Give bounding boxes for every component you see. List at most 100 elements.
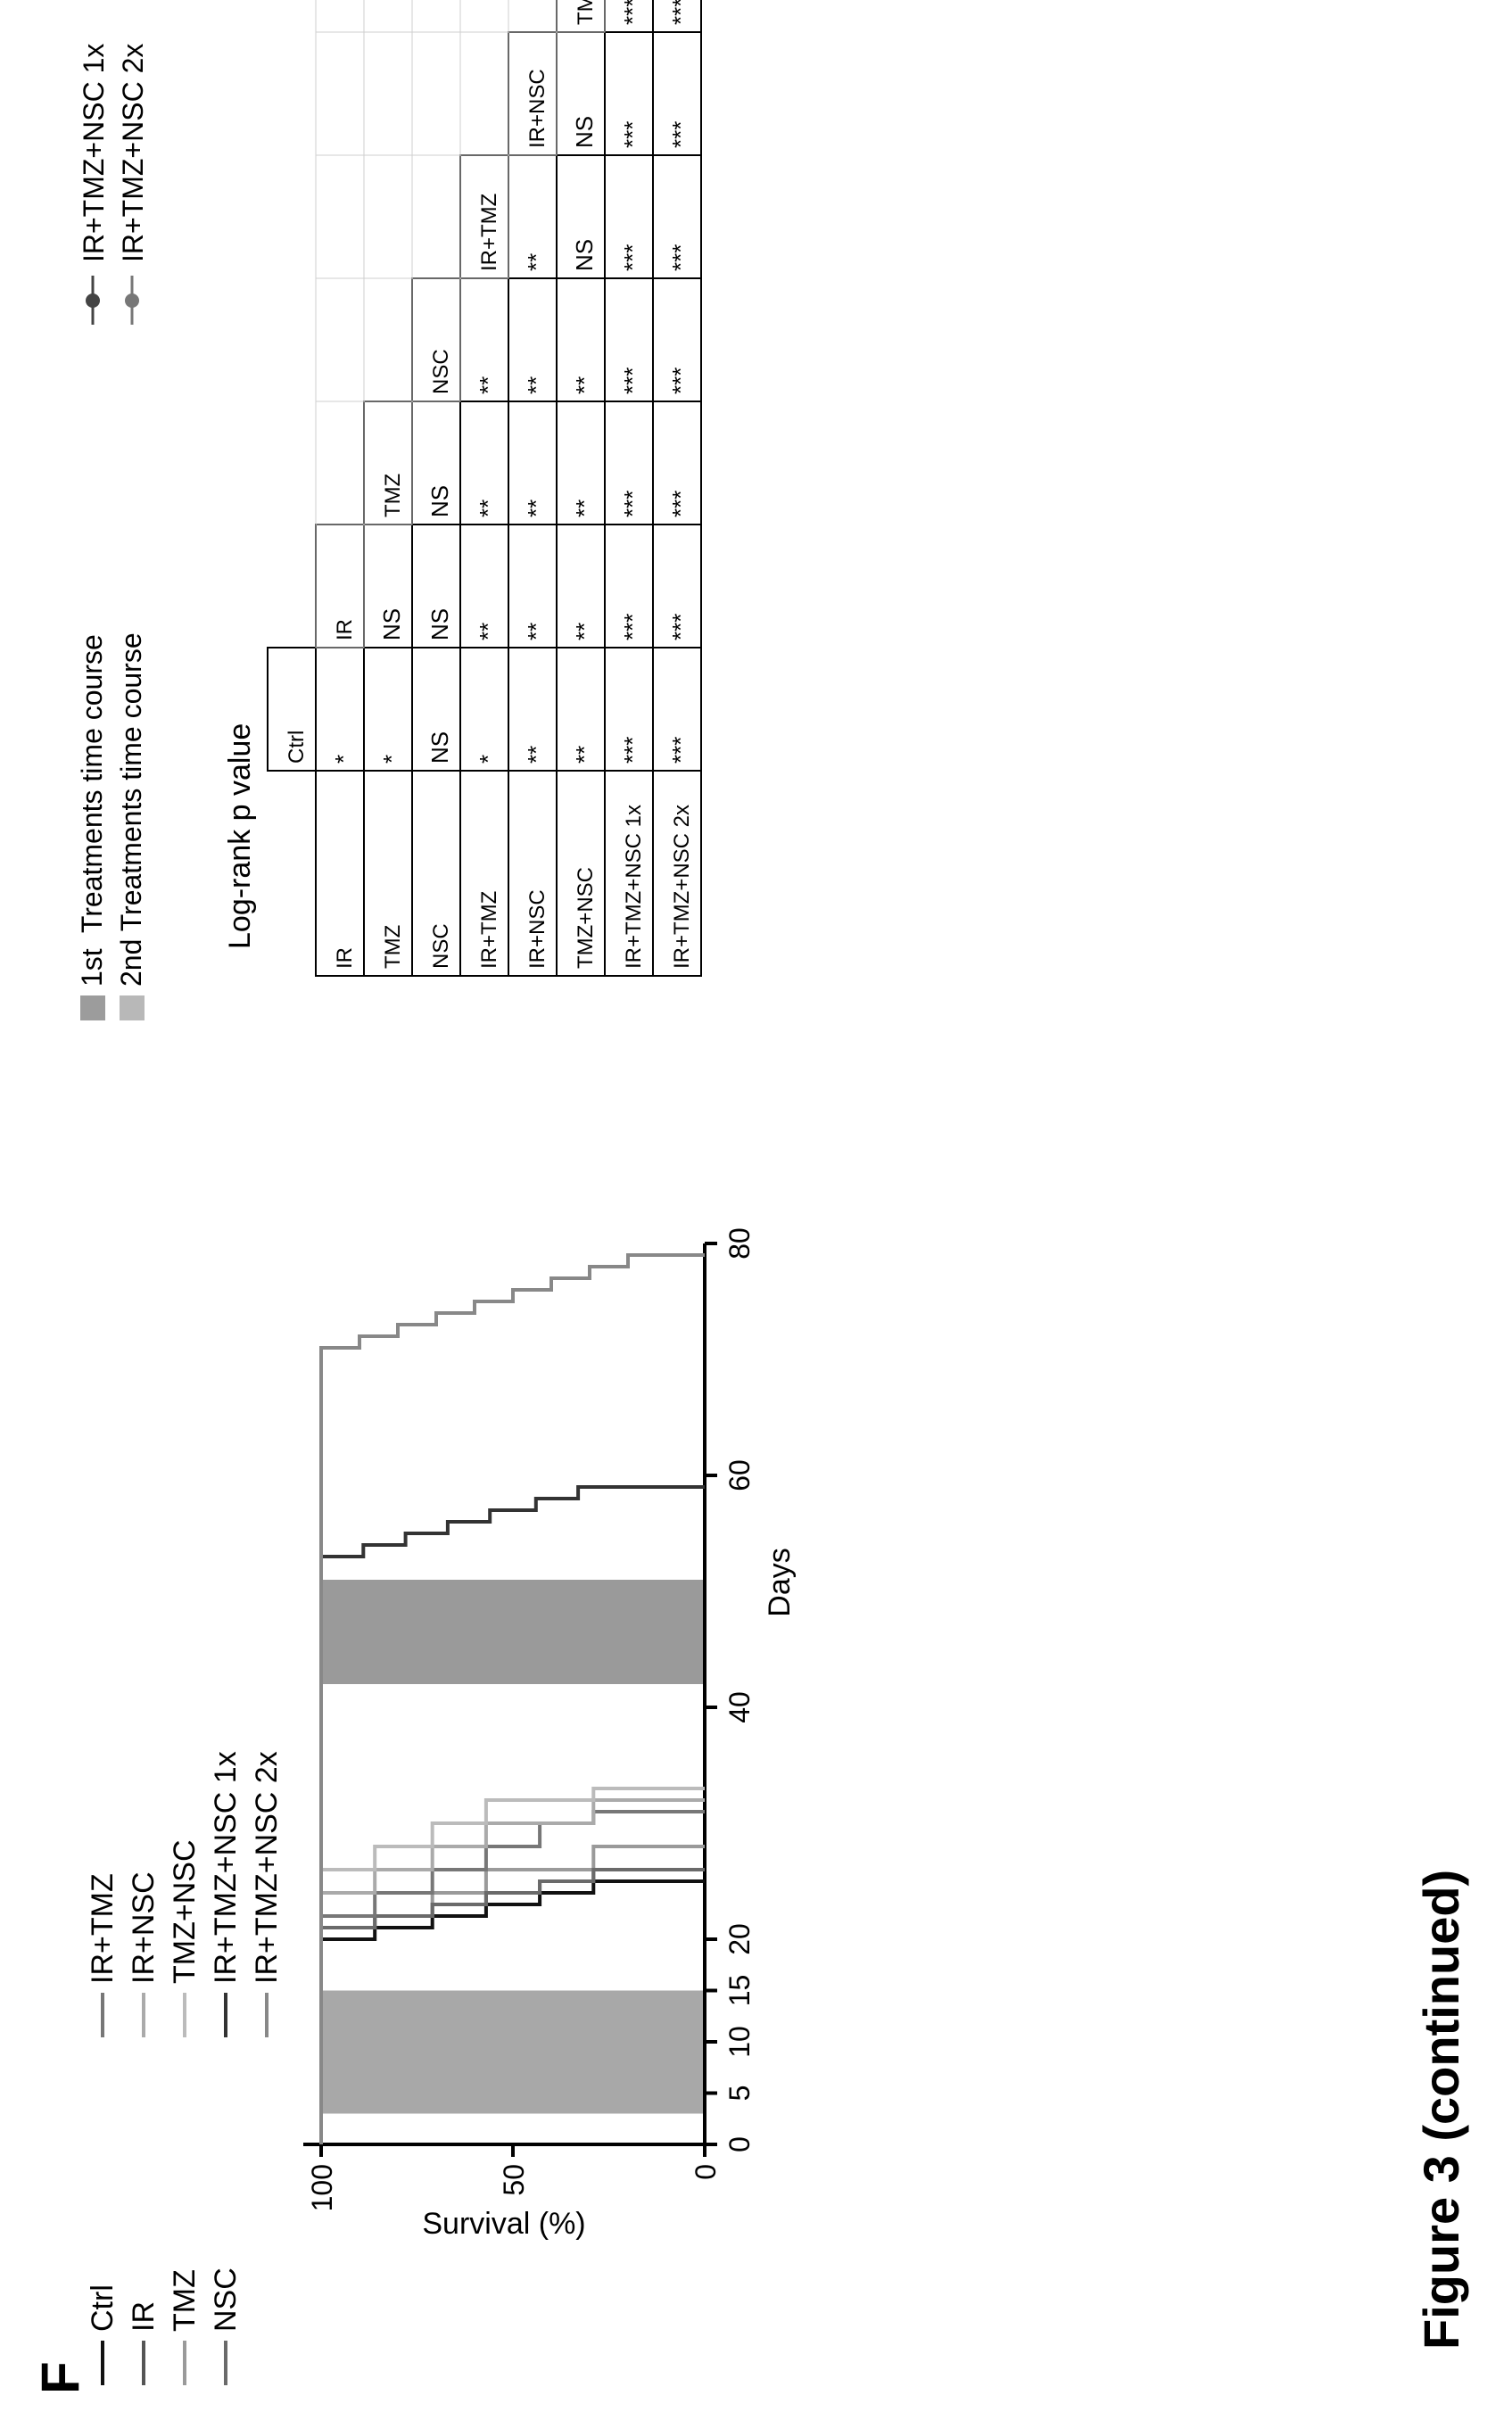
empty-grid-cell	[315, 0, 365, 33]
row-header-label: NSC	[429, 923, 453, 969]
y-tick-label: 50	[498, 2164, 530, 2196]
p-value-cell	[363, 647, 413, 772]
p-value: ***	[667, 614, 694, 640]
empty-grid-cell	[363, 0, 413, 33]
empty-grid-cell	[411, 31, 461, 156]
p-value: ***	[619, 244, 646, 271]
p-value: **	[523, 376, 549, 394]
p-value: ***	[667, 491, 694, 517]
curve-ir-tmz-nsc-2x	[319, 1253, 705, 2144]
empty-grid-cell	[363, 31, 413, 156]
table-title: Log-rank p value	[223, 723, 257, 949]
p-value: **	[571, 376, 598, 394]
p-value: **	[571, 746, 598, 764]
x-tick-label: 40	[723, 1691, 756, 1723]
survival-curves	[319, 1253, 705, 2144]
treatment-window-2	[321, 1580, 705, 1684]
x-tick-label: 15	[723, 1975, 756, 2007]
row-header-label: IR+TMZ	[477, 891, 501, 969]
x-axis-label: Days	[763, 1548, 797, 1616]
figure-caption: Figure 3 (continued)	[1413, 1870, 1469, 2350]
second-treatment-swatch	[120, 995, 145, 1020]
right-series-legend: IR+TMZ+NSC 1x IR+TMZ+NSC 2x	[78, 44, 149, 325]
p-value: *	[378, 755, 405, 764]
col-header-label: NSC	[429, 349, 453, 394]
right-legend-marker-2x	[125, 293, 139, 308]
first-treatment-label: 1st Treatments time course	[76, 634, 108, 987]
empty-grid-cell	[315, 401, 365, 525]
legend-label: Ctrl	[86, 2284, 120, 2332]
empty-grid-cell	[363, 154, 413, 279]
p-value: ***	[619, 491, 646, 517]
legend-label: IR	[127, 2301, 161, 2332]
p-value: NS	[426, 731, 453, 764]
second-treatment-label: 2nd Treatments time course	[115, 632, 147, 987]
x-tick-label: 80	[723, 1227, 756, 1260]
x-tick-label: 5	[723, 2086, 756, 2102]
p-value: ***	[667, 244, 694, 271]
row-header-cell	[315, 770, 365, 977]
legend-label: IR+TMZ+NSC 2x	[250, 1751, 284, 1984]
right-legend-label-1x: IR+TMZ+NSC 1x	[78, 44, 110, 262]
empty-grid-cell	[411, 154, 461, 279]
legend-label: TMZ+NSC	[168, 1840, 202, 1985]
row-header-label: TMZ	[381, 925, 405, 969]
p-value: ***	[619, 368, 646, 394]
p-value: **	[475, 500, 501, 517]
p-value: **	[523, 746, 549, 764]
row-header-label: IR+NSC	[525, 889, 549, 969]
x-axis-ticks: 0 5 10 15 20 40 60 80	[705, 1227, 756, 2152]
y-tick-label: 0	[690, 2164, 722, 2180]
p-value-cell	[604, 0, 654, 33]
legend-label: NSC	[209, 2267, 243, 2332]
curve-ir-tmz-nsc-1x	[319, 1485, 705, 2144]
p-value: **	[475, 376, 501, 394]
y-tick-label: 100	[306, 2164, 338, 2211]
p-value: *	[330, 755, 357, 764]
empty-grid-cell	[363, 277, 413, 402]
p-value: **	[571, 500, 598, 517]
curve-ctrl	[319, 1879, 705, 2144]
log-rank-p-value-table: Ctrl IR TMZ NSC IR+TMZ IR+NSC TMZ+NSC IR+TMZ+NS…	[267, 0, 702, 977]
empty-grid-cell	[315, 154, 365, 279]
p-value: NS	[571, 239, 598, 271]
x-tick-label: 10	[723, 2026, 756, 2058]
row-header-label: TMZ+NSC	[574, 867, 598, 969]
col-header-label: TMZ+NSC	[574, 0, 598, 25]
empty-grid-cell	[459, 31, 509, 156]
p-value-cell	[315, 647, 365, 772]
caption-layer: Figure 3 (continued)	[1413, 1870, 1469, 2350]
y-axis-label: Survival (%)	[422, 2207, 585, 2241]
p-value: ***	[619, 614, 646, 640]
right-legend-marker-1x	[86, 293, 100, 308]
p-value: NS	[571, 116, 598, 148]
col-header-label: IR+TMZ	[477, 194, 501, 271]
col-header-label: IR+NSC	[525, 69, 549, 148]
p-value: ***	[667, 121, 694, 148]
x-tick-label: 60	[723, 1459, 756, 1491]
row-header-label: IR+TMZ+NSC 1x	[622, 805, 646, 969]
p-value: ***	[619, 737, 646, 764]
p-value: **	[523, 253, 549, 271]
p-value-cell	[459, 647, 509, 772]
treatment-window-1	[321, 1990, 705, 2114]
p-value: *	[475, 755, 501, 764]
empty-grid-cell	[315, 277, 365, 402]
legend-label: IR+TMZ	[86, 1873, 120, 1984]
p-value: ***	[667, 737, 694, 764]
empty-grid-cell	[459, 0, 509, 33]
empty-grid-cell	[508, 0, 558, 33]
empty-grid-cell	[315, 31, 365, 156]
p-value: **	[475, 623, 501, 640]
col-header-label: Ctrl	[285, 731, 309, 764]
p-value: **	[571, 623, 598, 640]
x-tick-label: 0	[723, 2136, 756, 2152]
treatment-window-bars	[321, 1580, 705, 2114]
curve-nsc	[319, 1868, 705, 2144]
p-value: **	[523, 500, 549, 517]
p-value: ***	[619, 0, 646, 25]
p-value: ***	[619, 121, 646, 148]
